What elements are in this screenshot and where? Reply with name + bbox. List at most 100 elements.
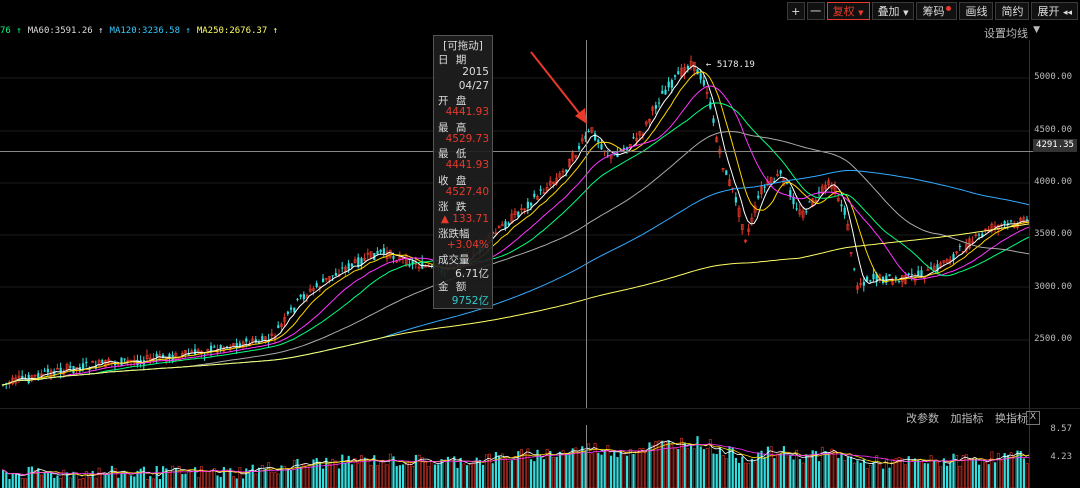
volume-bar [341,454,344,488]
volume-bar [648,442,651,488]
volume-bar [974,458,977,488]
candle [737,205,741,222]
volume-bar [30,466,33,488]
candle [705,86,709,99]
volume-bar [462,463,466,488]
caret-down-icon: ▼ [1033,25,1040,35]
volume-bar [955,455,959,488]
close-icon[interactable]: X [1026,411,1040,425]
volume-bar [110,465,113,488]
expand-button[interactable]: 展开 ◂◂ [1031,2,1078,20]
candle [344,264,347,277]
candle [17,370,21,384]
volume-chart[interactable] [0,425,1030,488]
chips-label: 筹码 [922,5,945,18]
volume-bar [728,446,731,488]
volume-bar [245,468,248,488]
volume-bar [117,477,120,488]
volume-bar [308,465,312,488]
volume-bar [805,454,808,488]
candle [363,253,367,262]
candlestick-chart[interactable] [0,40,1030,408]
candle [286,310,289,316]
volume-bar [801,462,805,488]
volume-bar [94,477,98,488]
overlay-button[interactable]: 叠加 ▼ [871,2,915,20]
close-label: 收 盘 [438,175,469,187]
volume-bar [782,446,785,488]
candle [686,64,689,73]
candle [334,268,337,277]
volume-bar [702,449,705,488]
volume-bar [385,464,389,488]
volume-bar [232,476,235,488]
candle [632,133,635,140]
candle [97,358,101,368]
candle [584,131,587,143]
volume-bar [171,465,175,488]
candle [744,239,747,244]
volume-bar [468,464,472,488]
add-indicator-link[interactable]: 加指标 [950,412,984,425]
fuquan-button[interactable]: 复权 ▼ [826,2,870,20]
volume-bar [750,458,753,488]
zoom-in-button[interactable]: + [786,2,805,20]
volume-bar [203,471,207,488]
volume-bar [785,456,789,488]
candle [308,284,312,293]
ma-setting-button[interactable]: 设置均线 [984,27,1028,40]
volume-bar [27,466,30,488]
volume-bar [408,462,411,488]
candle [196,347,200,354]
volume-bar [456,467,459,488]
candle [299,294,302,300]
simple-button[interactable]: 简约 [995,2,1030,20]
candle [59,362,62,379]
candle [654,101,657,115]
candle [293,307,296,315]
volume-bar [613,450,616,488]
candle [945,258,949,263]
chips-button[interactable]: 筹码 [916,2,958,20]
candle [203,352,206,361]
volume-bar [958,465,962,488]
date-year: 2015 [462,66,489,78]
volume-bar [162,466,165,488]
candle [917,265,920,277]
volume-bar [1006,454,1009,488]
amount-label: 金 额 [438,281,469,293]
high-price-value: 5178.19 [716,60,755,70]
volume-bar [632,453,635,488]
open-value: 4441.93 [445,106,489,118]
volume-bar [1019,450,1022,488]
candle [699,68,702,84]
volume-bar [209,469,213,488]
volume-bar [917,459,920,488]
ma10-line [1,71,1030,386]
volume-bar [430,461,434,488]
switch-indicator-link[interactable]: 换指标 [995,412,1028,425]
volume-bar [626,455,629,488]
double-chevron-left-icon: ◂◂ [1062,8,1072,18]
price-tick: 2500.00 [1034,334,1072,344]
candle [542,188,546,194]
volume-bar [628,448,632,488]
volume-bar [322,468,325,488]
volume-bar [325,457,328,488]
data-tooltip[interactable]: [可拖动] 日 期 2015 04/27 开 盘 4441.93 最 高 452… [433,35,493,309]
volume-bar [242,478,245,488]
volume-bar [484,454,488,488]
volume-bar [724,458,728,488]
edit-params-link[interactable]: 改参数 [906,412,939,425]
notification-dot-icon [946,6,952,11]
candle [696,68,699,75]
draw-line-button[interactable]: 画线 [959,2,994,20]
volume-bar [738,462,741,488]
zoom-out-button[interactable]: 一 [806,2,825,20]
volume-bar [741,456,744,488]
candle [827,177,831,190]
volume-bar [392,456,395,488]
pct-label: 涨跌幅 [438,228,470,240]
volume-bar [840,453,843,488]
volume-bar [466,465,469,488]
